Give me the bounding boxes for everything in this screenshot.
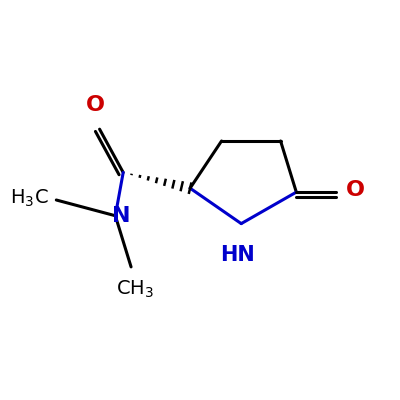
Text: HN: HN: [220, 245, 255, 265]
Text: H$_3$C: H$_3$C: [10, 187, 48, 209]
Text: O: O: [346, 180, 364, 200]
Text: CH$_3$: CH$_3$: [116, 279, 154, 300]
Text: O: O: [86, 96, 105, 116]
Text: N: N: [112, 206, 130, 226]
